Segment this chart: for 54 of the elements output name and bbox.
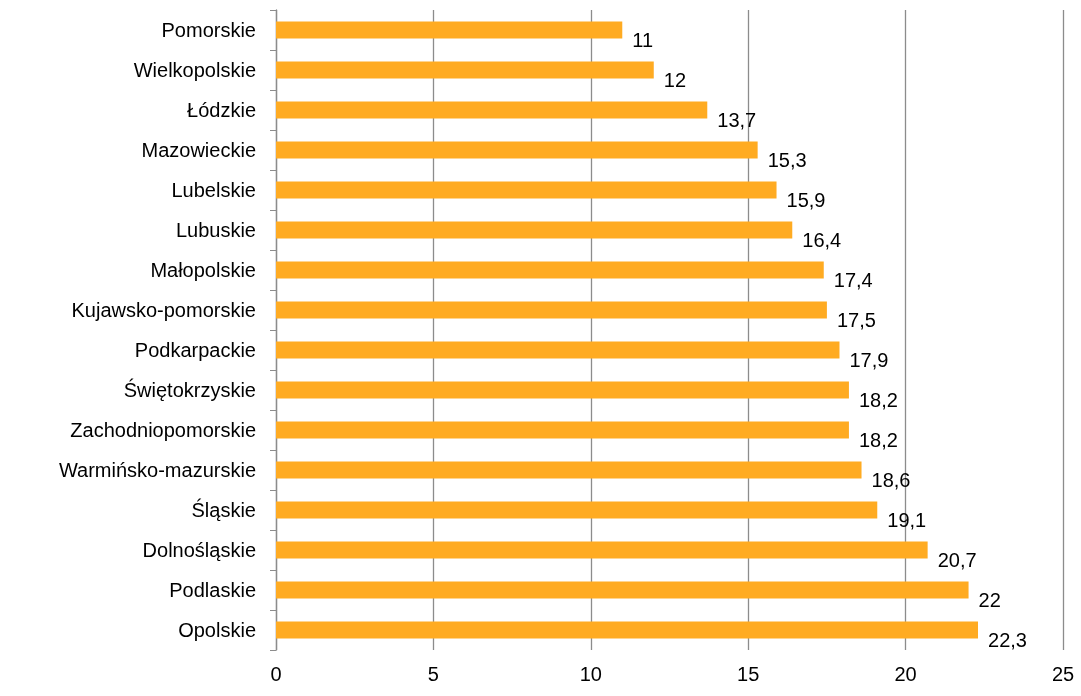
bar bbox=[276, 261, 824, 279]
data-label: 18,2 bbox=[858, 429, 898, 451]
y-tick-label: Mazowieckie bbox=[141, 139, 256, 161]
y-tick-label: Podlaskie bbox=[169, 579, 256, 601]
bar bbox=[276, 61, 654, 79]
y-tick-label: Pomorskie bbox=[161, 19, 256, 41]
y-tick-label: Małopolskie bbox=[150, 259, 256, 281]
y-tick-label: Zachodniopomorskie bbox=[70, 419, 256, 441]
y-tick-label: Podkarpackie bbox=[134, 339, 256, 361]
data-label: 19,1 bbox=[887, 509, 927, 531]
data-label: 20,7 bbox=[937, 549, 977, 571]
data-label: 22 bbox=[978, 589, 1001, 611]
bar bbox=[276, 461, 862, 479]
bar bbox=[276, 341, 840, 359]
bar bbox=[276, 381, 849, 399]
bar bbox=[276, 21, 623, 39]
data-label: 16,4 bbox=[802, 229, 842, 251]
bar bbox=[276, 501, 878, 519]
data-label: 15,3 bbox=[767, 149, 807, 171]
bar bbox=[276, 301, 827, 319]
y-tick-label: Śląskie bbox=[191, 498, 256, 521]
data-label: 17,4 bbox=[833, 269, 873, 291]
y-tick-label: Lubelskie bbox=[171, 179, 256, 201]
x-tick-label: 25 bbox=[1051, 663, 1075, 685]
data-label: 17,9 bbox=[849, 349, 889, 371]
y-tick-label: Kujawsko-pomorskie bbox=[71, 299, 256, 321]
x-tick-label: 10 bbox=[579, 663, 602, 685]
bar bbox=[276, 141, 758, 159]
y-tick-label: Wielkopolskie bbox=[133, 59, 256, 81]
data-label: 18,6 bbox=[871, 469, 911, 491]
bar bbox=[276, 421, 849, 439]
data-label: 17,5 bbox=[836, 309, 876, 331]
data-label: 13,7 bbox=[717, 109, 757, 131]
data-label: 12 bbox=[663, 69, 687, 91]
data-label: 15,9 bbox=[786, 189, 826, 211]
y-tick-label: Lubuskie bbox=[175, 219, 256, 241]
y-tick-label: Warmińsko-mazurskie bbox=[58, 459, 256, 481]
bar bbox=[276, 621, 978, 639]
y-tick-label: Świętokrzyskie bbox=[123, 378, 256, 401]
bar bbox=[276, 181, 777, 199]
y-tick-label: Opolskie bbox=[178, 619, 256, 641]
data-label: 22,3 bbox=[988, 629, 1027, 651]
y-tick-label: Łódzkie bbox=[187, 99, 256, 121]
x-tick-label: 15 bbox=[737, 663, 760, 685]
bar bbox=[276, 581, 969, 599]
x-tick-label: 0 bbox=[270, 663, 282, 685]
data-label: 11 bbox=[632, 29, 654, 51]
bar bbox=[276, 541, 928, 559]
data-label: 18,2 bbox=[858, 389, 898, 411]
y-tick-label: Dolnośląskie bbox=[142, 539, 256, 561]
x-tick-label: 20 bbox=[894, 663, 917, 685]
bar bbox=[276, 221, 793, 239]
bar bbox=[276, 101, 708, 119]
x-tick-label: 5 bbox=[427, 663, 439, 685]
